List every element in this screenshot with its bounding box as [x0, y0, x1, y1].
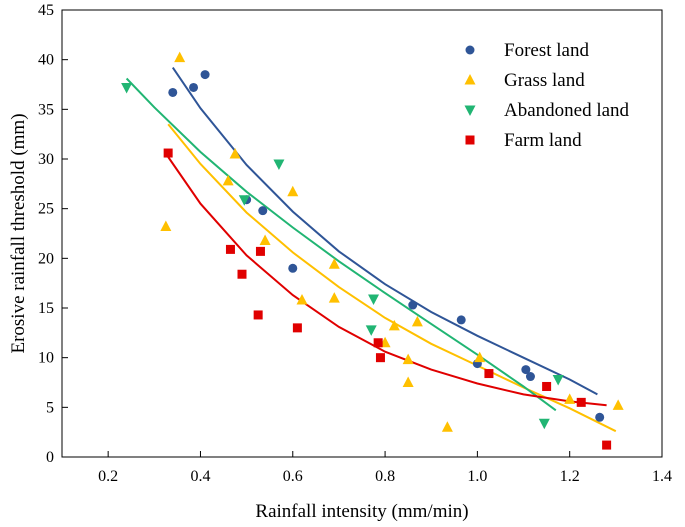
point-s1-5: [287, 185, 299, 197]
point-s1-8: [328, 258, 340, 269]
point-s1-3: [229, 148, 241, 159]
legend-label-0: Forest land: [504, 40, 589, 61]
point-s1-2: [222, 174, 234, 186]
fit-curve-2: [125, 77, 557, 412]
point-s1-12: [402, 376, 414, 387]
point-s0-4: [258, 206, 268, 216]
point-s1-13: [411, 315, 423, 327]
point-s0-1: [189, 82, 199, 92]
y-tick-label-5: 25: [38, 201, 54, 218]
point-s3-4: [255, 246, 265, 256]
x-axis-title: Rainfall intensity (mm/min): [255, 501, 468, 522]
point-s3-0: [163, 148, 173, 158]
legend-marker-0: [465, 45, 475, 55]
point-s0-7: [456, 315, 466, 325]
y-tick-label-9: 45: [38, 2, 54, 19]
point-s2-1: [238, 195, 250, 206]
point-s1-16: [564, 393, 576, 404]
y-tick-label-7: 35: [38, 101, 54, 118]
point-s1-0: [160, 220, 172, 232]
point-s1-17: [612, 399, 624, 410]
point-s1-6: [296, 294, 308, 305]
point-s1-4: [259, 234, 271, 245]
legend: Forest land Grass land Abandoned land Farm …: [464, 40, 630, 151]
point-s3-1: [225, 244, 235, 254]
fit-curve-0: [171, 67, 598, 396]
legend-marker-3: [465, 135, 475, 145]
point-s2-5: [538, 418, 550, 430]
fit-curve-1: [167, 123, 617, 433]
legend-marker-1: [464, 74, 476, 85]
point-s3-10: [576, 397, 586, 407]
point-s1-15: [474, 351, 486, 363]
point-s0-6: [408, 300, 418, 310]
point-s1-7: [328, 292, 340, 303]
legend-label-3: Farm land: [504, 130, 582, 151]
point-s2-3: [365, 325, 377, 336]
plot-frame: [61, 9, 663, 458]
point-s3-6: [373, 338, 383, 348]
point-s2-2: [273, 159, 285, 170]
fit-curves: [125, 67, 617, 433]
y-tick-label-3: 15: [38, 300, 54, 317]
x-tick-label-5: 1.2: [560, 468, 580, 485]
legend-marker-2: [464, 105, 476, 116]
point-s2-6: [552, 375, 564, 386]
point-s3-2: [237, 269, 247, 279]
point-s3-3: [253, 310, 263, 320]
x-tick-label-3: 0.8: [375, 468, 395, 485]
legend-label-2: Abandoned land: [504, 100, 630, 121]
point-s0-11: [595, 412, 605, 422]
point-s2-0: [121, 82, 133, 94]
legend-label-1: Grass land: [504, 70, 585, 91]
point-s3-7: [375, 353, 385, 363]
point-s0-9: [521, 365, 531, 375]
x-tick-label-0: 0.2: [98, 468, 118, 485]
point-s0-0: [168, 87, 178, 97]
x-tick-label-4: 1.0: [467, 468, 487, 485]
point-s1-11: [402, 353, 414, 365]
point-s1-1: [174, 51, 186, 63]
point-s0-10: [525, 372, 535, 382]
axis-ticks: 0.2 0.4 0.6 0.8 1.0 1.2 1.4 0 5 10 15 20 25 30 35 40 45: [38, 2, 672, 485]
x-tick-label-1: 0.4: [190, 468, 210, 485]
point-s3-5: [292, 323, 302, 333]
point-s1-10: [388, 319, 400, 331]
point-s0-5: [288, 263, 298, 273]
point-s2-4: [368, 294, 380, 306]
y-tick-label-6: 30: [38, 151, 54, 168]
point-s0-2: [200, 70, 210, 80]
y-tick-label-4: 20: [38, 250, 54, 267]
point-s1-14: [441, 421, 453, 432]
x-tick-label-2: 0.6: [283, 468, 303, 485]
y-tick-label-0: 0: [46, 449, 54, 466]
y-axis-title: Erosive rainfall threshold (mm): [8, 113, 29, 353]
x-tick-label-6: 1.4: [652, 468, 672, 485]
y-tick-label-2: 10: [38, 350, 54, 367]
fit-curve-3: [167, 156, 607, 407]
point-s3-11: [602, 440, 612, 450]
y-tick-label-1: 5: [46, 399, 54, 416]
y-tick-label-8: 40: [38, 52, 54, 69]
data-points: [121, 51, 624, 450]
point-s3-8: [484, 369, 494, 379]
point-s3-9: [542, 381, 552, 391]
